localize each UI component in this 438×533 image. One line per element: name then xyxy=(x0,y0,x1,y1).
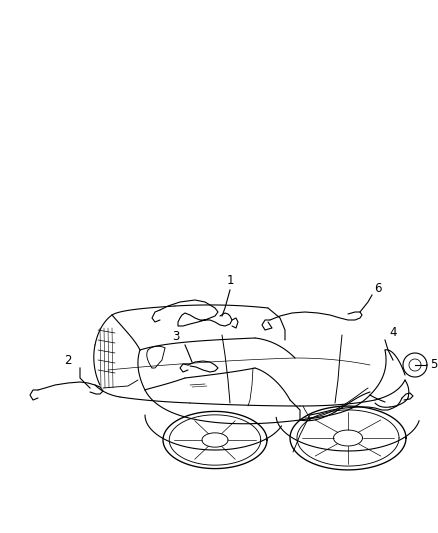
Text: 2: 2 xyxy=(64,353,72,367)
Text: 4: 4 xyxy=(389,326,397,338)
Text: 5: 5 xyxy=(430,359,438,372)
Text: 3: 3 xyxy=(172,330,180,343)
Text: 1: 1 xyxy=(226,273,234,287)
Text: 6: 6 xyxy=(374,281,382,295)
